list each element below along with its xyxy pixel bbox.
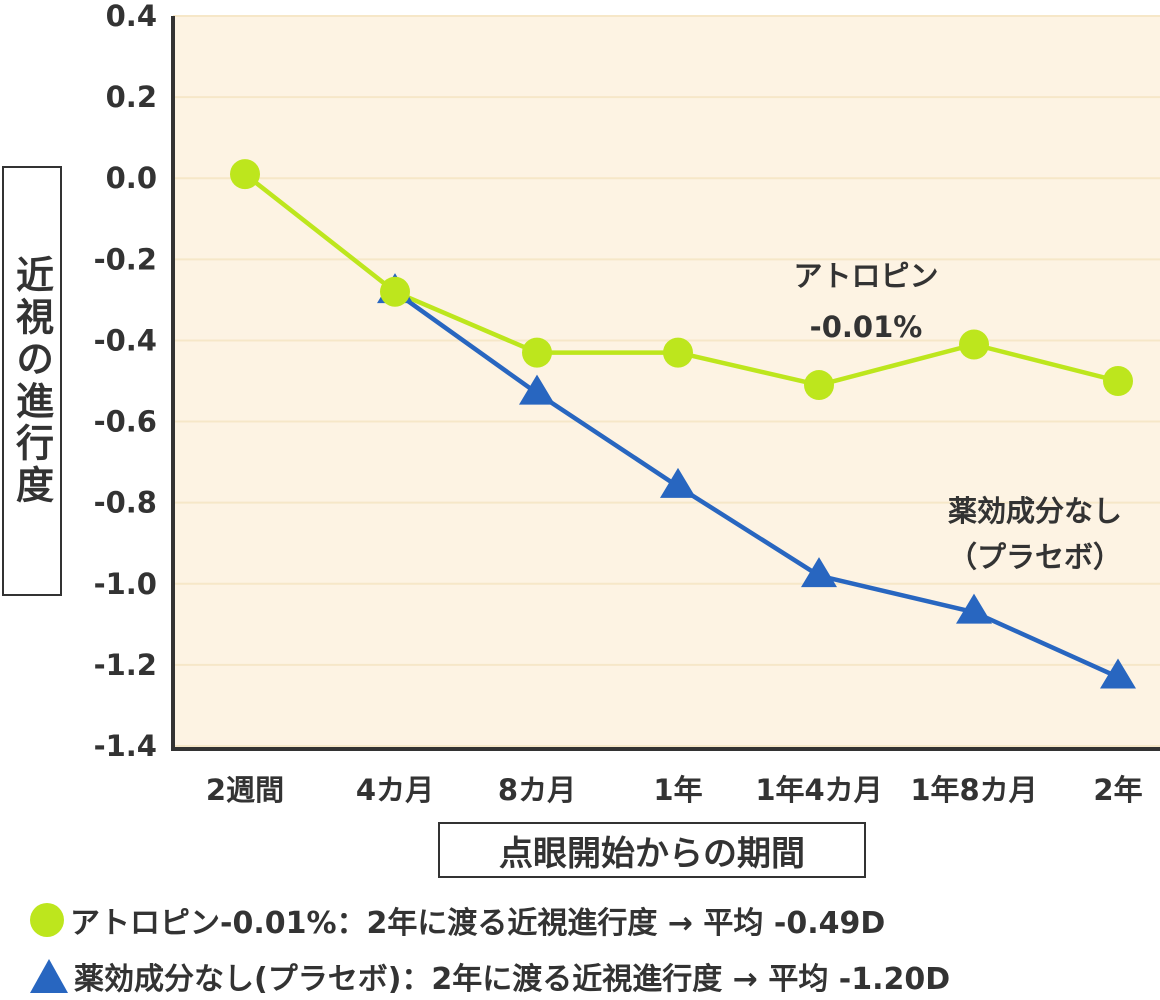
x-tick-label: 1年 xyxy=(653,773,702,807)
x-axis-label-box: 点眼開始からの期間 xyxy=(438,822,866,878)
y-tick-label: -0.8 xyxy=(94,486,157,520)
y-tick-label: 0.2 xyxy=(106,80,157,114)
atropine-point xyxy=(522,337,552,368)
placebo-annotation-line: 薬効成分なし xyxy=(948,494,1122,528)
placebo-point xyxy=(956,593,992,624)
legend-text-placebo: 薬効成分なし(プラセボ)：2年に渡る近視進行度 → 平均 -1.20D xyxy=(74,962,951,997)
y-tick-label: -1.4 xyxy=(94,729,157,763)
placebo-point xyxy=(660,467,696,498)
x-tick-label: 1年8カ月 xyxy=(910,773,1037,807)
legend-triangle-marker xyxy=(30,959,68,993)
placebo-annotation-line: （プラセボ） xyxy=(948,540,1122,574)
series-line-placebo xyxy=(393,289,1119,680)
y-tick-label: -0.2 xyxy=(94,242,157,276)
atropine-point xyxy=(1103,366,1133,396)
legend-text-atropine: アトロピン-0.01%：2年に渡る近視進行度 → 平均 -0.49D xyxy=(70,906,886,941)
placebo-point xyxy=(1100,658,1136,689)
atropine-point xyxy=(959,329,989,360)
x-tick-label: 1年4カ月 xyxy=(755,773,882,807)
y-axis-label-box: 近視の進行度 xyxy=(2,166,62,596)
y-tick-label: -1.2 xyxy=(94,648,157,682)
y-tick-label: -0.6 xyxy=(94,405,157,439)
atropine-annotation-line: アトロピン xyxy=(793,259,938,293)
y-tick-label: 0.4 xyxy=(106,0,157,33)
x-tick-label: 8カ月 xyxy=(498,773,576,807)
x-tick-label: 2年 xyxy=(1093,773,1142,807)
placebo-point xyxy=(519,374,555,405)
legend-item-atropine: アトロピン-0.01%：2年に渡る近視進行度 → 平均 -0.49D xyxy=(30,898,1150,942)
atropine-annotation-line: -0.01% xyxy=(810,310,923,344)
atropine-point xyxy=(380,276,410,307)
atropine-point xyxy=(230,159,260,190)
y-tick-label: -1.0 xyxy=(94,567,157,601)
y-tick-label: 0.0 xyxy=(106,161,157,195)
plot-area xyxy=(173,16,1160,749)
atropine-point xyxy=(804,370,834,401)
x-tick-label: 4カ月 xyxy=(356,773,434,807)
atropine-point xyxy=(663,337,693,368)
y-tick-label: -0.4 xyxy=(94,323,157,357)
x-axis-label: 点眼開始からの期間 xyxy=(499,833,805,874)
legend-item-placebo: 薬効成分なし(プラセボ)：2年に渡る近視進行度 → 平均 -1.20D xyxy=(30,954,1150,998)
x-tick-label: 2週間 xyxy=(206,773,284,807)
placebo-point xyxy=(801,557,837,588)
y-axis-label: 近視の進行度 xyxy=(9,255,54,507)
legend-circle-marker xyxy=(30,903,64,937)
